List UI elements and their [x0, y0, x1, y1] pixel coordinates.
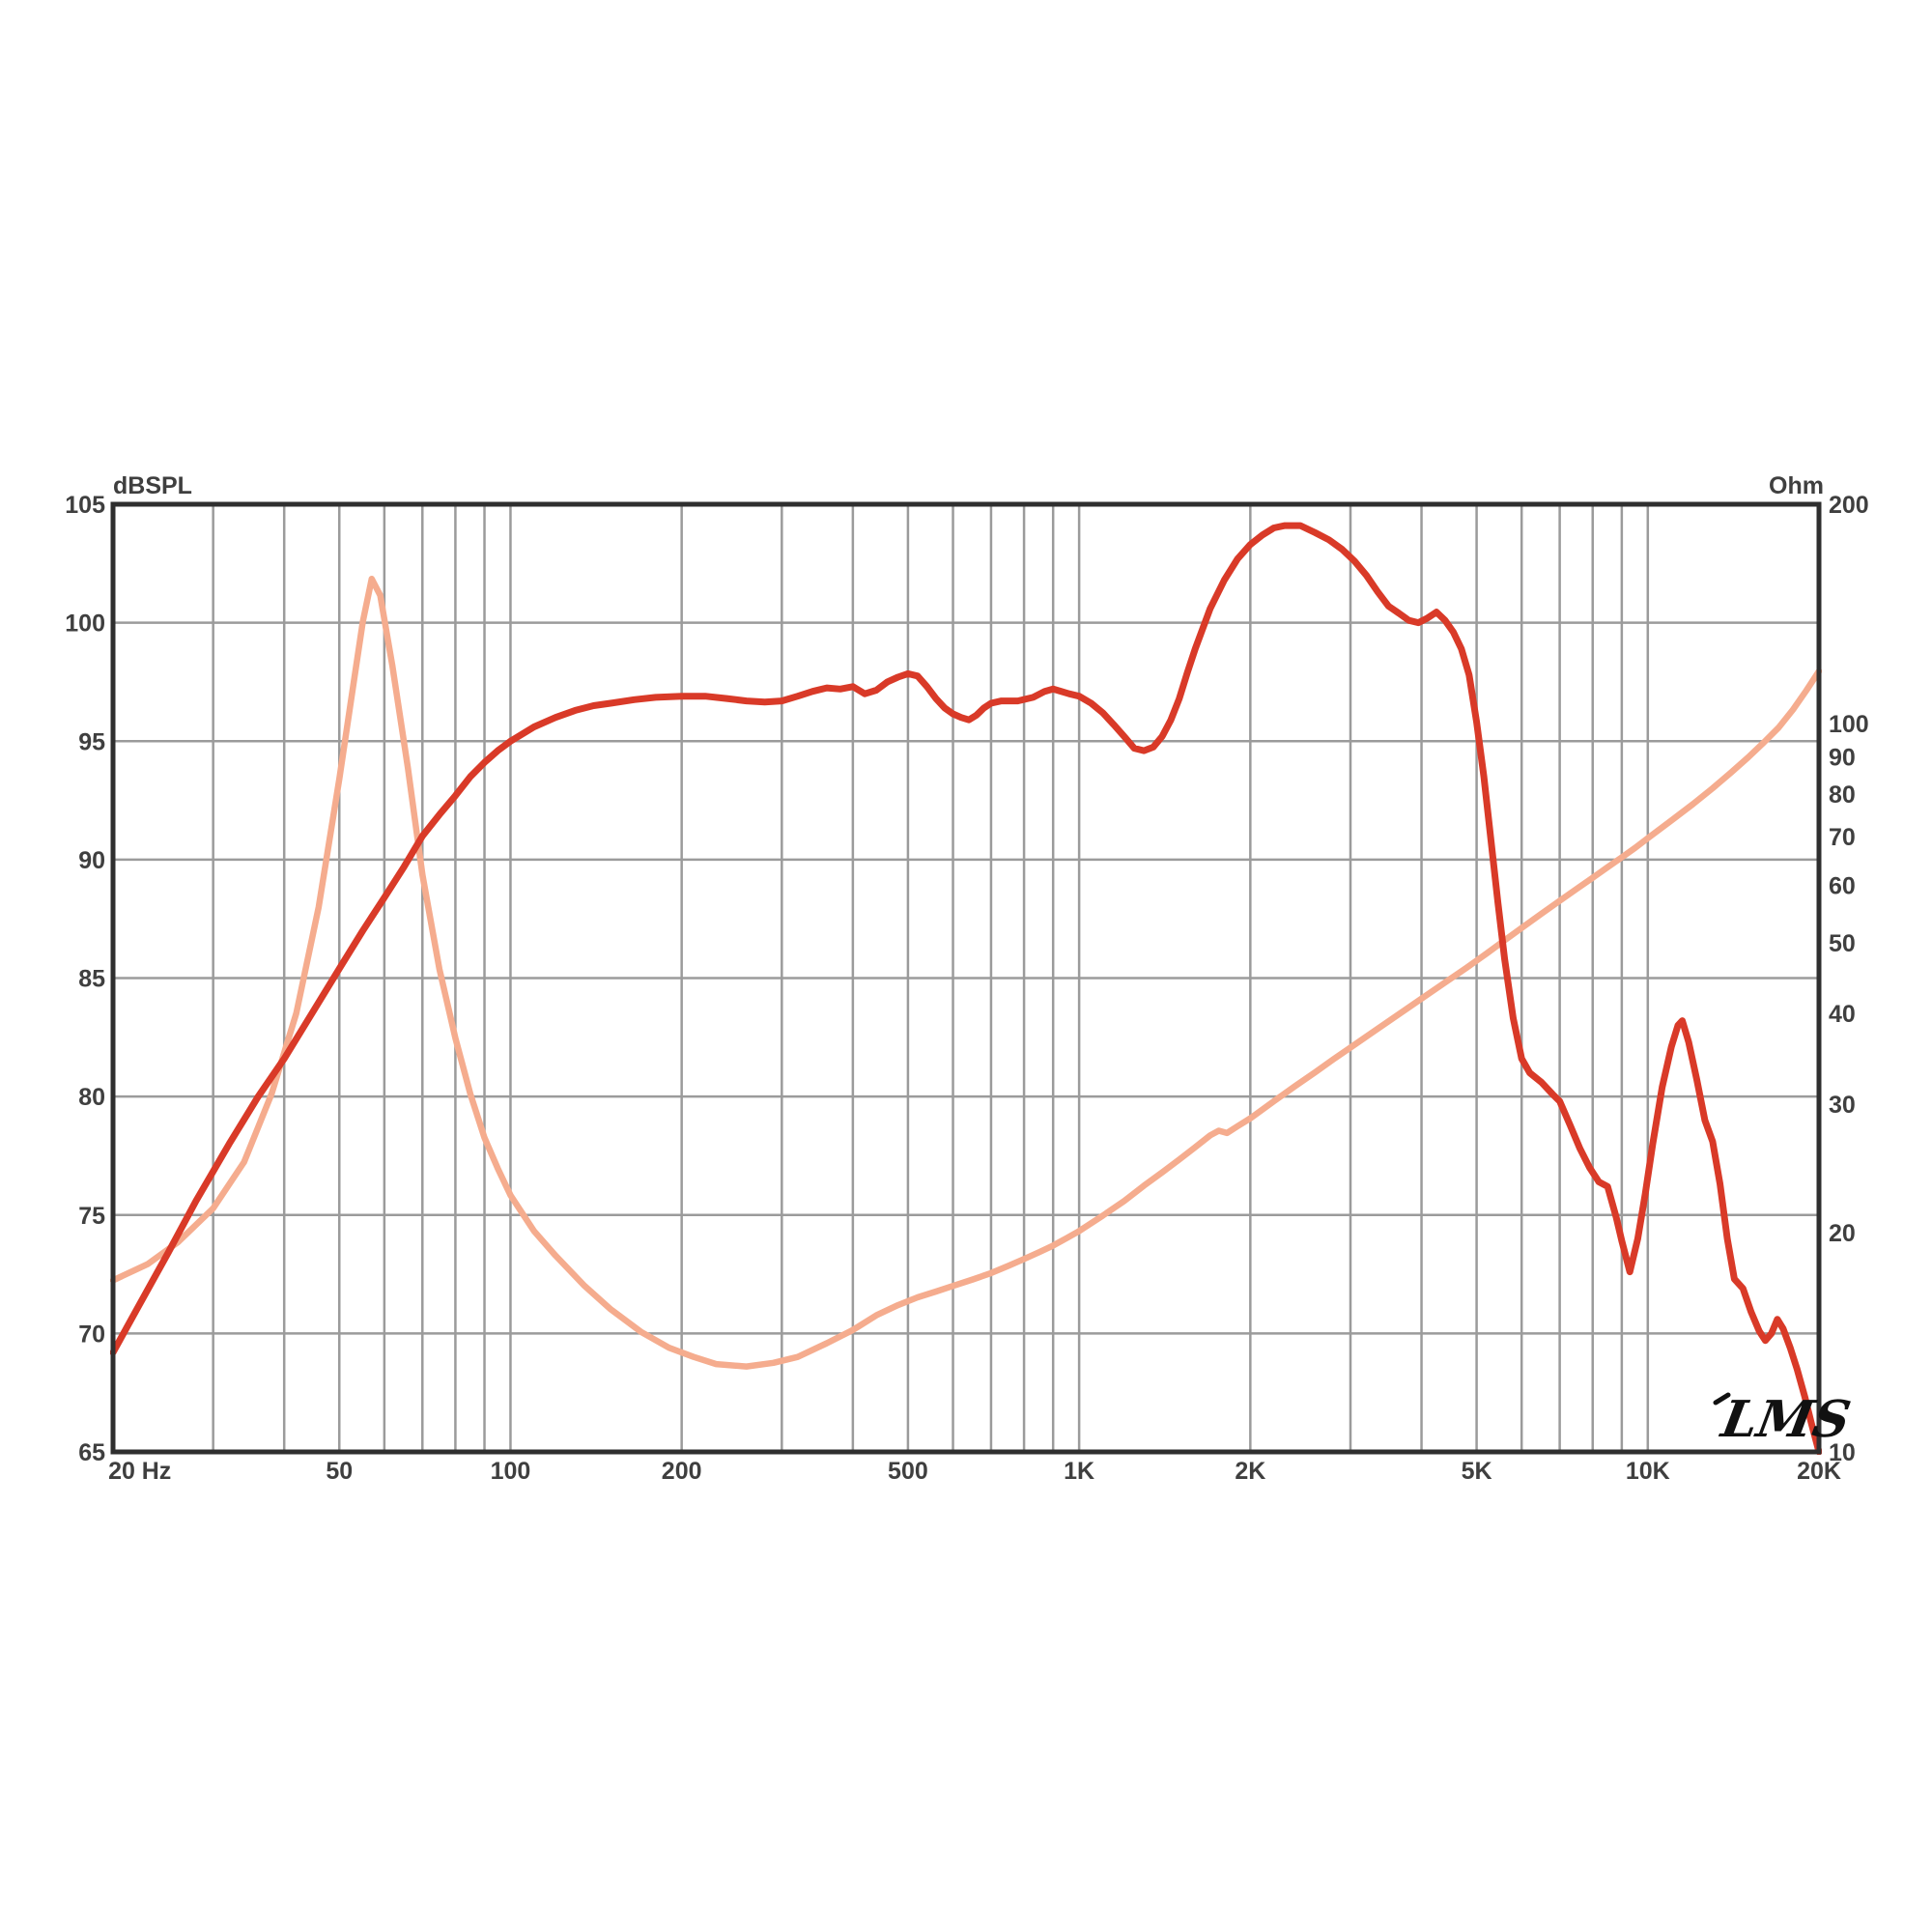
right-axis-tick-label: 90 — [1829, 744, 1856, 771]
right-axis-tick-label: 200 — [1829, 492, 1869, 519]
right-axis-tick-label: 30 — [1829, 1092, 1856, 1119]
right-axis-tick-label: 100 — [1829, 711, 1869, 738]
lms-watermark: LMS — [1713, 1390, 1855, 1449]
x-axis-tick-label: 100 — [491, 1458, 531, 1485]
right-axis-tick-label: 80 — [1829, 781, 1856, 809]
tick-label-layer: 105 100 95 90 85 80 75 70 65 200 100 90 80 70 60 50 40 30… — [65, 492, 1868, 1485]
x-axis-tick-label: 20 — [108, 1458, 135, 1485]
left-axis-title: dBSPL — [113, 472, 192, 499]
left-axis-tick-label: 80 — [78, 1084, 105, 1111]
x-axis-tick-label: 50 — [326, 1458, 353, 1485]
right-axis-tick-label: 60 — [1829, 872, 1856, 899]
curve-layer — [110, 522, 1822, 1455]
x-axis-tick-label: 200 — [662, 1458, 702, 1485]
grid-layer — [113, 504, 1819, 1452]
right-axis-tick-label: 70 — [1829, 824, 1856, 851]
right-axis-tick-label: 20 — [1829, 1220, 1856, 1247]
right-axis-title: Ohm — [1769, 472, 1824, 499]
impedance-curve — [110, 575, 1822, 1370]
plot-border — [110, 501, 1822, 1455]
left-axis-tick-label: 95 — [78, 728, 105, 755]
left-axis-tick-label: 90 — [78, 847, 105, 874]
left-axis-tick-label: 70 — [78, 1321, 105, 1348]
border-layer — [110, 501, 1822, 1455]
x-axis-tick-label: 5K — [1462, 1458, 1492, 1485]
x-axis-tick-label: 500 — [888, 1458, 928, 1485]
right-axis-tick-label: 10 — [1829, 1439, 1856, 1466]
left-axis-tick-label: 75 — [78, 1203, 105, 1230]
spl-frequency-response-curve — [110, 522, 1822, 1455]
lms-watermark-tick-icon — [1713, 1392, 1731, 1406]
x-axis-tick-label: 1K — [1064, 1458, 1094, 1485]
left-axis-tick-label: 100 — [65, 611, 105, 638]
x-axis-unit-label: Hz — [142, 1458, 172, 1485]
right-axis-tick-label: 50 — [1829, 930, 1856, 957]
x-axis-tick-label: 20K — [1797, 1458, 1841, 1485]
right-axis-tick-label: 40 — [1829, 1001, 1856, 1028]
left-axis-tick-label: 85 — [78, 966, 105, 993]
lms-watermark-text: LMS — [1716, 1390, 1855, 1449]
x-axis-tick-label: 10K — [1626, 1458, 1670, 1485]
x-axis-tick-label: 2K — [1235, 1458, 1265, 1485]
left-axis-tick-label: 105 — [65, 492, 105, 519]
left-axis-tick-label: 65 — [78, 1439, 105, 1466]
